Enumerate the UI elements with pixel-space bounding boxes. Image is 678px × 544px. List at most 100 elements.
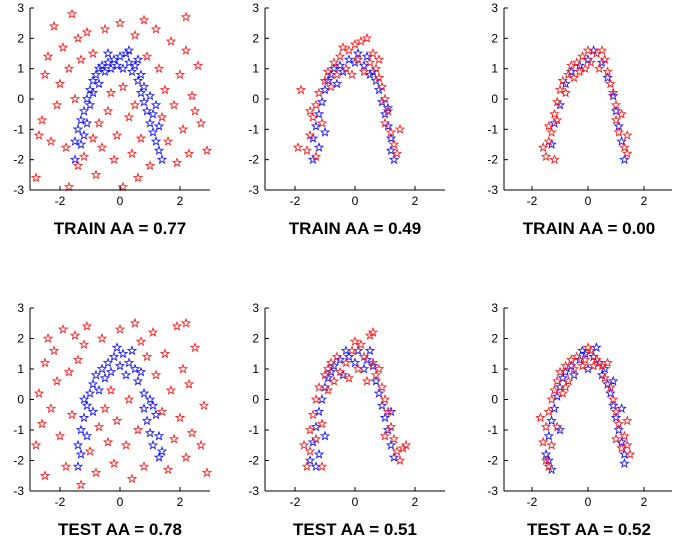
data-point-red (75, 54, 87, 64)
data-point-blue (117, 348, 129, 359)
data-point-red (316, 117, 328, 128)
data-point-red (138, 461, 150, 472)
data-point-red (540, 151, 552, 162)
data-point-red (355, 35, 367, 46)
y-tick-label: -3 (13, 484, 24, 498)
data-point-red (144, 160, 156, 171)
y-tick-label: -1 (13, 122, 24, 136)
data-point-blue (138, 81, 150, 92)
data-point-red (619, 430, 630, 441)
x-tick-label: 0 (585, 495, 592, 509)
x-tick-label: 2 (177, 194, 184, 208)
data-point-blue (87, 75, 99, 86)
data-point-red (48, 345, 60, 356)
data-point-red (355, 339, 367, 350)
data-point-red (340, 63, 352, 74)
data-point-blue (376, 400, 388, 411)
data-point-red (180, 451, 192, 462)
data-point-red (577, 51, 588, 61)
y-tick-label: -2 (13, 454, 24, 468)
data-point-red (376, 81, 388, 92)
data-point-red (135, 132, 147, 143)
data-point-red (99, 403, 111, 414)
data-point-blue (144, 117, 156, 128)
data-point-blue (316, 96, 328, 107)
data-point-red (132, 172, 144, 183)
data-point-blue (543, 430, 555, 441)
data-point-red (177, 123, 189, 134)
data-point-red (591, 48, 602, 58)
data-point-red (310, 433, 322, 444)
y-tick-label: 3 (252, 1, 259, 15)
data-point-blue (388, 154, 400, 165)
data-point-red (554, 366, 566, 377)
data-point-blue (141, 105, 153, 116)
data-point-blue (364, 345, 376, 356)
data-point-red (551, 375, 563, 386)
data-point-red (361, 32, 373, 43)
data-point-blue (105, 366, 117, 377)
data-point-blue (144, 394, 156, 404)
data-point-red (379, 430, 391, 441)
data-point-red (102, 436, 114, 447)
data-point-red (334, 51, 346, 61)
subplot-1: -3 -2 -1 0 1 2 3 -2 0 2 TRAIN AA = 0.77 (13, 1, 213, 238)
data-point-blue (385, 439, 397, 450)
data-point-red (610, 99, 622, 110)
data-point-blue (69, 135, 81, 146)
y-tick-label: -3 (248, 484, 259, 498)
data-point-blue (78, 412, 90, 423)
y-tick-label: -3 (487, 484, 498, 498)
data-point-red (93, 421, 105, 432)
subplot-4: -3 -2 -1 0 1 2 3 -2 0 2 TEST AA = 0.78 (13, 301, 213, 539)
y-tick-label: 3 (17, 301, 24, 315)
data-point-red (568, 363, 580, 374)
data-point-blue (319, 84, 331, 95)
data-point-red (162, 464, 174, 475)
data-point-red (123, 394, 135, 404)
data-point-red (310, 151, 322, 162)
data-point-red (165, 384, 177, 395)
data-point-red (129, 29, 141, 40)
data-point-red (189, 105, 201, 116)
data-point-red (621, 415, 633, 426)
data-point-red (162, 135, 174, 146)
data-point-blue (150, 135, 162, 146)
data-point-red (322, 66, 334, 77)
data-point-red (63, 366, 75, 377)
data-point-blue (150, 99, 162, 110)
x-tick-label: 0 (117, 495, 124, 509)
data-point-red (537, 142, 549, 152)
data-point-blue (135, 366, 147, 377)
data-point-red (565, 60, 577, 71)
data-point-red (66, 8, 78, 19)
data-point-blue (99, 66, 111, 77)
data-point-red (337, 41, 349, 52)
data-point-red (63, 63, 75, 74)
data-point-red (183, 378, 195, 389)
data-point-red (39, 357, 51, 368)
data-point-red (585, 57, 597, 68)
data-point-blue (99, 372, 111, 383)
data-point-red (610, 114, 622, 125)
data-point-red (343, 44, 355, 55)
x-tick-label: 2 (177, 495, 184, 509)
data-point-red (141, 51, 153, 61)
data-point-blue (114, 360, 126, 371)
data-point-red (574, 66, 585, 77)
data-point-blue (147, 400, 159, 411)
y-tick-label: -1 (487, 122, 498, 136)
data-point-red (382, 406, 394, 417)
data-point-red (78, 151, 90, 162)
data-point-red (599, 54, 611, 64)
data-point-blue (75, 448, 87, 459)
data-point-blue (123, 57, 135, 68)
data-point-red (87, 48, 99, 58)
data-point-red (81, 26, 93, 37)
data-point-red (57, 323, 69, 334)
data-point-red (621, 148, 633, 159)
data-point-red (546, 126, 557, 137)
data-point-blue (385, 406, 397, 417)
data-point-red (328, 375, 340, 386)
